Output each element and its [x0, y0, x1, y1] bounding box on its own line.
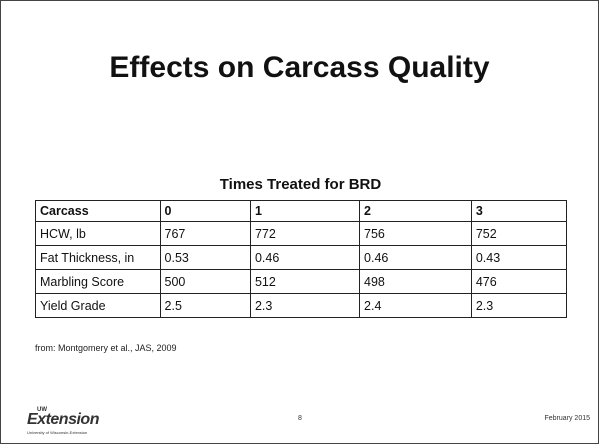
- page-number: 8: [298, 415, 302, 422]
- header-cell: 2: [359, 200, 472, 222]
- slide-title: Effects on Carcass Quality: [109, 51, 490, 84]
- logo-text: Extension: [27, 411, 99, 428]
- logo-top: UW: [37, 407, 47, 413]
- table-cell: 2.3: [249, 293, 361, 318]
- table-cell: 512: [249, 269, 361, 294]
- table-cell: 0.46: [249, 245, 361, 270]
- table-cell: 756: [359, 221, 472, 246]
- footer-date: February 2015: [544, 415, 590, 422]
- table-row: HCW, lb 767 772 756 752: [35, 221, 568, 246]
- table-cell: 0.53: [159, 245, 251, 270]
- table-cell: 500: [159, 269, 251, 294]
- header-row: Carcass 0 1 2 3: [35, 200, 568, 222]
- logo-subtitle: University of Wisconsin-Extension: [27, 430, 88, 435]
- table-cell: HCW, lb: [35, 221, 161, 246]
- table-cell: 2.4: [359, 293, 472, 318]
- source-note: from: Montgomery et al., JAS, 2009: [35, 343, 177, 353]
- table-cell: Fat Thickness, in: [35, 245, 161, 270]
- table-cell: 772: [249, 221, 361, 246]
- table-cell: 2.3: [470, 293, 568, 318]
- header-cell: 0: [159, 200, 251, 222]
- table-caption: Times Treated for BRD: [219, 176, 382, 193]
- table-row: Yield Grade 2.5 2.3 2.4 2.3: [35, 293, 568, 318]
- header-cell: Carcass: [35, 200, 161, 222]
- table-cell: 752: [470, 221, 568, 246]
- table-cell: 476: [470, 269, 568, 294]
- table-row: Marbling Score 500 512 498 476: [35, 269, 568, 294]
- table-cell: Marbling Score: [35, 269, 161, 294]
- header-cell: 1: [249, 200, 361, 222]
- table-cell: 498: [359, 269, 472, 294]
- table-cell: 0.46: [359, 245, 472, 270]
- header-cell: 3: [470, 200, 568, 222]
- table-row: Fat Thickness, in 0.53 0.46 0.46 0.43: [35, 245, 568, 270]
- data-table: Carcass 0 1 2 3 HCW, lb 767 772 756 752 Fat Thickn…: [35, 200, 568, 318]
- table-cell: 0.43: [470, 245, 568, 270]
- table-cell: Yield Grade: [35, 293, 161, 318]
- table-cell: 767: [159, 221, 251, 246]
- table-cell: 2.5: [159, 293, 251, 318]
